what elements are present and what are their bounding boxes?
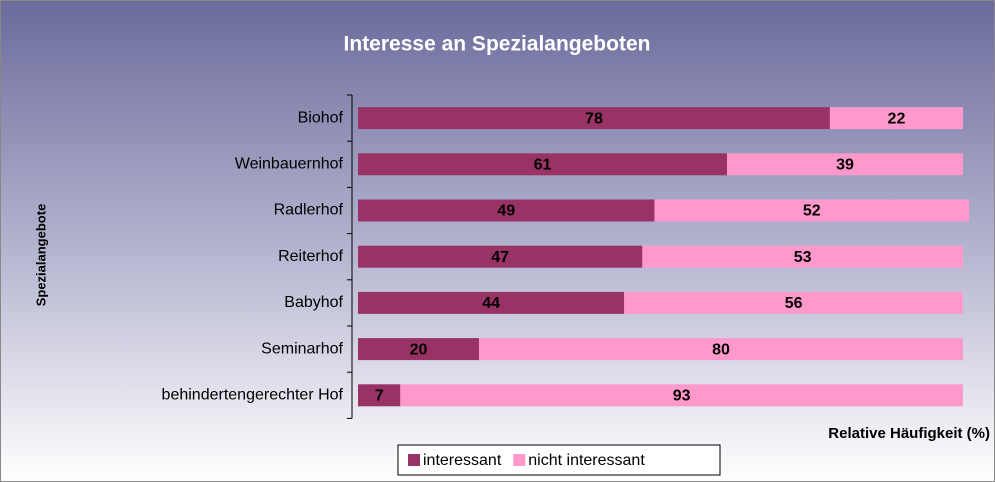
bar-segment — [400, 384, 964, 407]
data-label: 20 — [410, 341, 428, 358]
y-tick-label: Babyhof — [284, 294, 343, 311]
legend-label: nicht interessant — [528, 452, 645, 469]
y-tick-label: Biohof — [298, 109, 344, 126]
bar-segment — [358, 199, 655, 222]
legend-swatch — [408, 454, 420, 466]
y-tick-label: Weinbauernhof — [235, 156, 344, 173]
chart-title: Interesse an Spezialangeboten — [344, 33, 651, 56]
data-label: 44 — [482, 295, 500, 312]
data-label: 39 — [836, 157, 854, 174]
bar-segment — [358, 384, 401, 407]
data-label: 47 — [491, 249, 509, 266]
x-axis-label: Relative Häufigkeit (%) — [828, 425, 990, 442]
data-label: 52 — [803, 203, 821, 220]
bar-segment — [829, 107, 963, 130]
bar-segment — [358, 107, 830, 130]
data-label: 56 — [785, 295, 803, 312]
legend — [397, 444, 721, 476]
data-label: 61 — [534, 157, 552, 174]
legend-label: interessant — [423, 452, 502, 469]
bar-segment — [358, 338, 479, 361]
data-label: 78 — [585, 110, 603, 127]
bar-segment — [654, 199, 970, 222]
y-tick-label: behindertengerechter Hof — [162, 387, 344, 404]
y-tick-label: Radlerhof — [274, 202, 344, 219]
data-label: 49 — [497, 203, 515, 220]
bar-segment — [642, 245, 963, 268]
bar-segment — [727, 153, 963, 176]
bar-segment — [624, 291, 963, 314]
y-tick-label: Seminarhof — [261, 340, 343, 357]
bar-segment — [358, 291, 625, 314]
bar-segment — [358, 245, 643, 268]
data-label: 53 — [794, 249, 812, 266]
data-label: 7 — [375, 388, 384, 405]
y-axis-label: Spezialangebote — [33, 204, 48, 307]
bar-segment — [358, 153, 728, 176]
bar-segment — [479, 338, 963, 361]
data-label: 93 — [673, 388, 691, 405]
data-label: 80 — [712, 341, 730, 358]
legend-swatch — [513, 454, 526, 466]
y-tick-label: Reiterhof — [278, 248, 343, 265]
data-label: 22 — [888, 110, 906, 127]
